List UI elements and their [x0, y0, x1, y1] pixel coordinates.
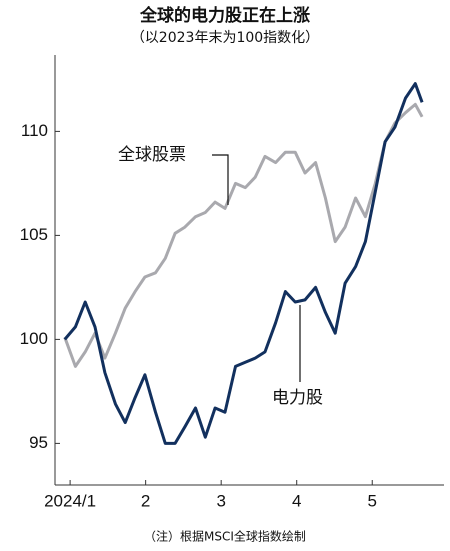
chart-title: 全球的电力股正在上涨: [139, 5, 310, 26]
x-tick-label: 4: [292, 491, 301, 510]
chart-note: （注）根据MSCI全球指数绘制: [144, 529, 306, 544]
y-tick-label: 110: [21, 121, 48, 140]
x-tick-label: 5: [368, 491, 377, 510]
line-series: [63, 102, 424, 368]
series-label: 全球股票: [118, 145, 186, 165]
x-tick-label: 2: [141, 491, 150, 510]
y-tick-label: 105: [20, 225, 48, 244]
x-tick-label: 3: [216, 491, 225, 510]
leader-line: [212, 154, 229, 205]
series-label: 电力股: [272, 388, 323, 408]
line-series: [63, 82, 424, 445]
y-tick-label: 95: [29, 433, 48, 452]
y-tick-label: 100: [20, 329, 48, 348]
chart-subtitle: （以2023年末为100指数化）: [131, 30, 319, 46]
x-tick-label: 2024/1: [44, 491, 96, 510]
